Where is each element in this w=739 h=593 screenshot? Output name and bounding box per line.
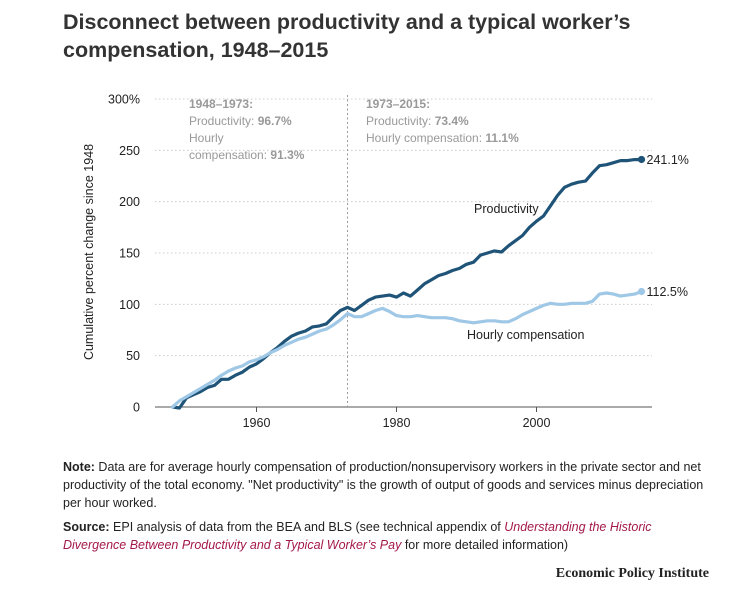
period-2-comp-label: Hourly compensation: [366,131,485,145]
y-tick-label: 250 [119,144,140,158]
grid-lines [155,98,652,357]
period-1-heading: 1948–1973: [189,97,253,111]
productivity-end-marker [637,155,646,164]
note-block: Note: Data are for average hourly compen… [63,458,713,512]
productivity-line [170,157,644,410]
source-link[interactable]: Understanding the Historic Divergence Be… [63,520,652,552]
y-tick-label: 100 [119,298,140,312]
period-1-productivity: Productivity: 96.7% [189,114,292,128]
hourly-compensation-end-marker [637,287,646,296]
source-text-before: EPI analysis of data from the BEA and BL… [109,520,505,534]
y-tick-label: 50 [126,349,140,363]
x-tick-label: 2000 [523,416,551,430]
hourly-compensation-end-label: 112.5% [647,285,688,299]
period-1-comp-label-line2: compensation: [189,148,270,162]
period-2-compensation: Hourly compensation: 11.1% [366,131,519,145]
source-block: Source: EPI analysis of data from the BE… [63,518,713,554]
period-2-comp-value: 11.1% [485,131,519,145]
hourly-compensation-series-label: Hourly compensation [467,328,584,342]
y-axis-label: Cumulative percent change since 1948 [82,144,96,360]
y-tick-label: 150 [119,247,140,261]
series-lines: 241.1% Productivity 112.5% Hourly compensat… [170,153,689,410]
source-text-after: for more detailed information) [401,538,569,552]
period-2-productivity-label: Productivity: [366,114,435,128]
period-1-productivity-label: Productivity: [189,114,258,128]
period-1-comp-value: 91.3% [270,148,304,162]
source-label: Source: [63,520,110,534]
y-tick-label: 0 [133,401,140,415]
period-2-productivity: Productivity: 73.4% [366,114,469,128]
chart-title: Disconnect between productivity and a ty… [63,10,631,62]
productivity-series-label: Productivity [474,202,539,216]
note-label: Note: [63,460,95,474]
x-tick-label: 1980 [383,416,411,430]
period-1-compensation: compensation: 91.3% [189,148,305,162]
period-1-productivity-value: 96.7% [258,114,292,128]
productivity-end-label: 241.1% [647,153,689,167]
period-annotations: 1948–1973: Productivity: 96.7% Hourly compe… [189,95,519,407]
note-text: Data are for average hourly compensation… [63,460,704,510]
y-tick-label: 300% [108,93,140,107]
x-tick-label: 1960 [243,416,271,430]
period-1-comp-label-line1: Hourly [189,131,224,145]
y-tick-label: 200 [119,195,140,209]
axes: 0 50 100 150 200 250 300% 1960 1980 2000 [108,93,652,430]
brand-logo-text: Economic Policy Institute [555,566,709,581]
period-2-productivity-value: 73.4% [435,114,469,128]
period-2-heading: 1973–2015: [366,97,430,111]
hourly-compensation-line [170,289,644,409]
line-chart: 0 50 100 150 200 250 300% 1960 1980 2000 1948–197… [82,93,689,431]
